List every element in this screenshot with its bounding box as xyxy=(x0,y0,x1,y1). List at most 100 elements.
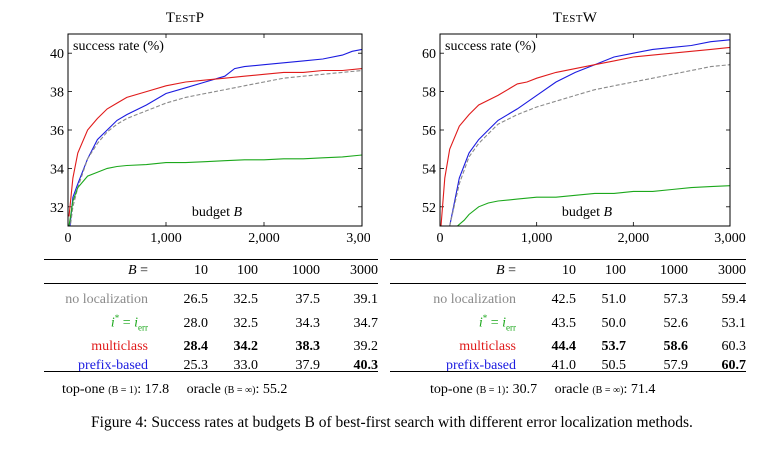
top-one-label: top-one xyxy=(430,382,473,397)
y-tick-label: 34 xyxy=(50,162,64,177)
table-bottom-rule xyxy=(390,371,746,372)
chart-testp: 0 1,000 2,000 3,000 32 34 36 38 40 success rate (… xyxy=(50,33,370,246)
table-cell: 28.4 xyxy=(183,339,209,355)
method-name: i* = ierr xyxy=(110,313,148,333)
method-name: multiclass xyxy=(91,339,148,355)
oracle-label: oracle xyxy=(554,382,589,397)
budget-header: B = xyxy=(128,263,148,278)
results-table-testw: B = 10 100 1000 3000 xyxy=(390,261,746,280)
series-line-i-i-err xyxy=(68,154,362,226)
table-row: multiclass 44.4 53.7 58.6 60.3 xyxy=(390,337,746,356)
series-line-no-localization xyxy=(69,69,362,226)
table-cell: 38.3 xyxy=(295,339,321,355)
table-cell: 39.1 xyxy=(353,292,379,307)
table-cell: 44.4 xyxy=(551,339,577,355)
y-tick-label: 32 xyxy=(50,201,64,216)
x-tick-label: 3,000 xyxy=(346,231,370,246)
top-one-value: 30.7 xyxy=(512,382,538,397)
results-table-testp: B = 10 100 1000 3000 xyxy=(44,261,378,280)
table-footer: top-one (B = 1): 17.8 oracle (B = ∞): 55… xyxy=(62,382,288,397)
budget-header: B = xyxy=(496,263,516,278)
table-cell: 52.6 xyxy=(663,315,689,331)
table-cell: 26.5 xyxy=(183,292,209,307)
table-cell: 34.2 xyxy=(233,339,259,355)
y-axis-label: success rate (%) xyxy=(73,39,164,54)
top-one-label: top-one xyxy=(62,382,105,397)
series-line-multiclass xyxy=(440,46,730,226)
y-tick-label: 36 xyxy=(50,124,64,139)
table-header-row: B = 10 100 1000 3000 xyxy=(390,261,746,280)
y-tick-label: 58 xyxy=(422,86,436,101)
method-name: no localization xyxy=(433,292,516,307)
y-tick-label: 56 xyxy=(422,124,436,139)
left-panel: TestP 0 1,000 2,000 3,000 32 34 36 38 40 success … xyxy=(0,0,378,415)
top-one-value: 17.8 xyxy=(144,382,170,397)
table-cell: 60.7 xyxy=(721,358,747,374)
budget-value: 3000 xyxy=(350,263,378,278)
series-line-prefix-based xyxy=(449,39,730,226)
table-cell: 50.0 xyxy=(601,315,627,331)
series-line-i-i-err xyxy=(457,185,730,226)
table-cell: 59.4 xyxy=(721,292,747,307)
table-cell: 39.2 xyxy=(353,339,379,355)
chart-title: TestW xyxy=(552,10,598,26)
table-mid-rule xyxy=(44,283,378,284)
table-cell: 41.0 xyxy=(551,358,577,374)
table-cell: 50.5 xyxy=(601,358,627,374)
budget-value: 10 xyxy=(194,263,208,278)
table-cell: 37.5 xyxy=(295,292,321,307)
table-cell: 58.6 xyxy=(663,339,689,355)
method-name: multiclass xyxy=(459,339,516,355)
oracle-value: 55.2 xyxy=(262,382,288,397)
table-cell: 28.0 xyxy=(183,315,209,331)
table-top-rule xyxy=(44,259,378,260)
table-row: prefix-based 25.3 33.0 37.9 40.3 xyxy=(44,356,378,375)
chart-title: TestP xyxy=(165,10,205,26)
y-tick-label: 38 xyxy=(50,86,64,101)
table-cell: 43.5 xyxy=(551,315,577,331)
table-row: multiclass 28.4 34.2 38.3 39.2 xyxy=(44,337,378,356)
figure-caption: Figure 4: Success rates at budgets B of … xyxy=(91,414,693,431)
table-cell: 53.1 xyxy=(721,315,747,331)
table-cell: 34.7 xyxy=(353,315,379,331)
x-tick-label: 0 xyxy=(437,231,444,246)
method-name: prefix-based xyxy=(78,358,148,374)
x-tick-label: 1,000 xyxy=(521,231,553,246)
table-mid-rule xyxy=(390,283,746,284)
x-tick-label: 3,000 xyxy=(714,231,746,246)
table-cell: 57.3 xyxy=(663,292,689,307)
oracle-label: oracle xyxy=(186,382,221,397)
top-one-condition: (B = 1) xyxy=(476,385,506,396)
chart-testw: 0 1,000 2,000 3,000 52 54 56 58 60 success rate (… xyxy=(422,33,746,246)
table-cell: 57.9 xyxy=(663,358,689,374)
budget-value: 3000 xyxy=(718,263,746,278)
right-panel: TestW 0 1,000 2,000 3,000 52 54 56 58 60 success … xyxy=(390,0,760,415)
table-header-row: B = 10 100 1000 3000 xyxy=(44,261,378,280)
budget-value: 1000 xyxy=(660,263,688,278)
table-row: prefix-based 41.0 50.5 57.9 60.7 xyxy=(390,356,746,375)
table-cell: 37.9 xyxy=(295,358,321,374)
table-cell: 60.3 xyxy=(721,339,747,355)
table-top-rule xyxy=(390,259,746,260)
y-tick-label: 60 xyxy=(422,47,436,62)
series-line-multiclass xyxy=(68,68,362,217)
x-tick-label: 2,000 xyxy=(618,231,650,246)
y-tick-label: 54 xyxy=(422,162,436,177)
budget-value: 100 xyxy=(605,263,626,278)
results-table-testw-body: no localization 42.5 51.0 57.3 59.4 i* = ierr… xyxy=(390,290,746,375)
table-cell: 40.3 xyxy=(353,358,379,374)
table-cell: 32.5 xyxy=(233,315,259,331)
table-cell: 25.3 xyxy=(183,358,209,374)
table-cell: 34.3 xyxy=(295,315,321,331)
oracle-condition: (B = ∞) xyxy=(224,385,256,396)
results-table-testp-body: no localization 26.5 32.5 37.5 39.1 i* = ierr… xyxy=(44,290,378,375)
series-line-prefix-based xyxy=(69,48,362,226)
method-name: no localization xyxy=(65,292,148,307)
y-axis-label: success rate (%) xyxy=(445,39,536,54)
budget-value: 10 xyxy=(562,263,576,278)
budget-value: 100 xyxy=(237,263,258,278)
x-tick-label: 0 xyxy=(65,231,72,246)
top-one-condition: (B = 1) xyxy=(108,385,138,396)
budget-value: 1000 xyxy=(292,263,320,278)
table-row: no localization 42.5 51.0 57.3 59.4 xyxy=(390,290,746,309)
